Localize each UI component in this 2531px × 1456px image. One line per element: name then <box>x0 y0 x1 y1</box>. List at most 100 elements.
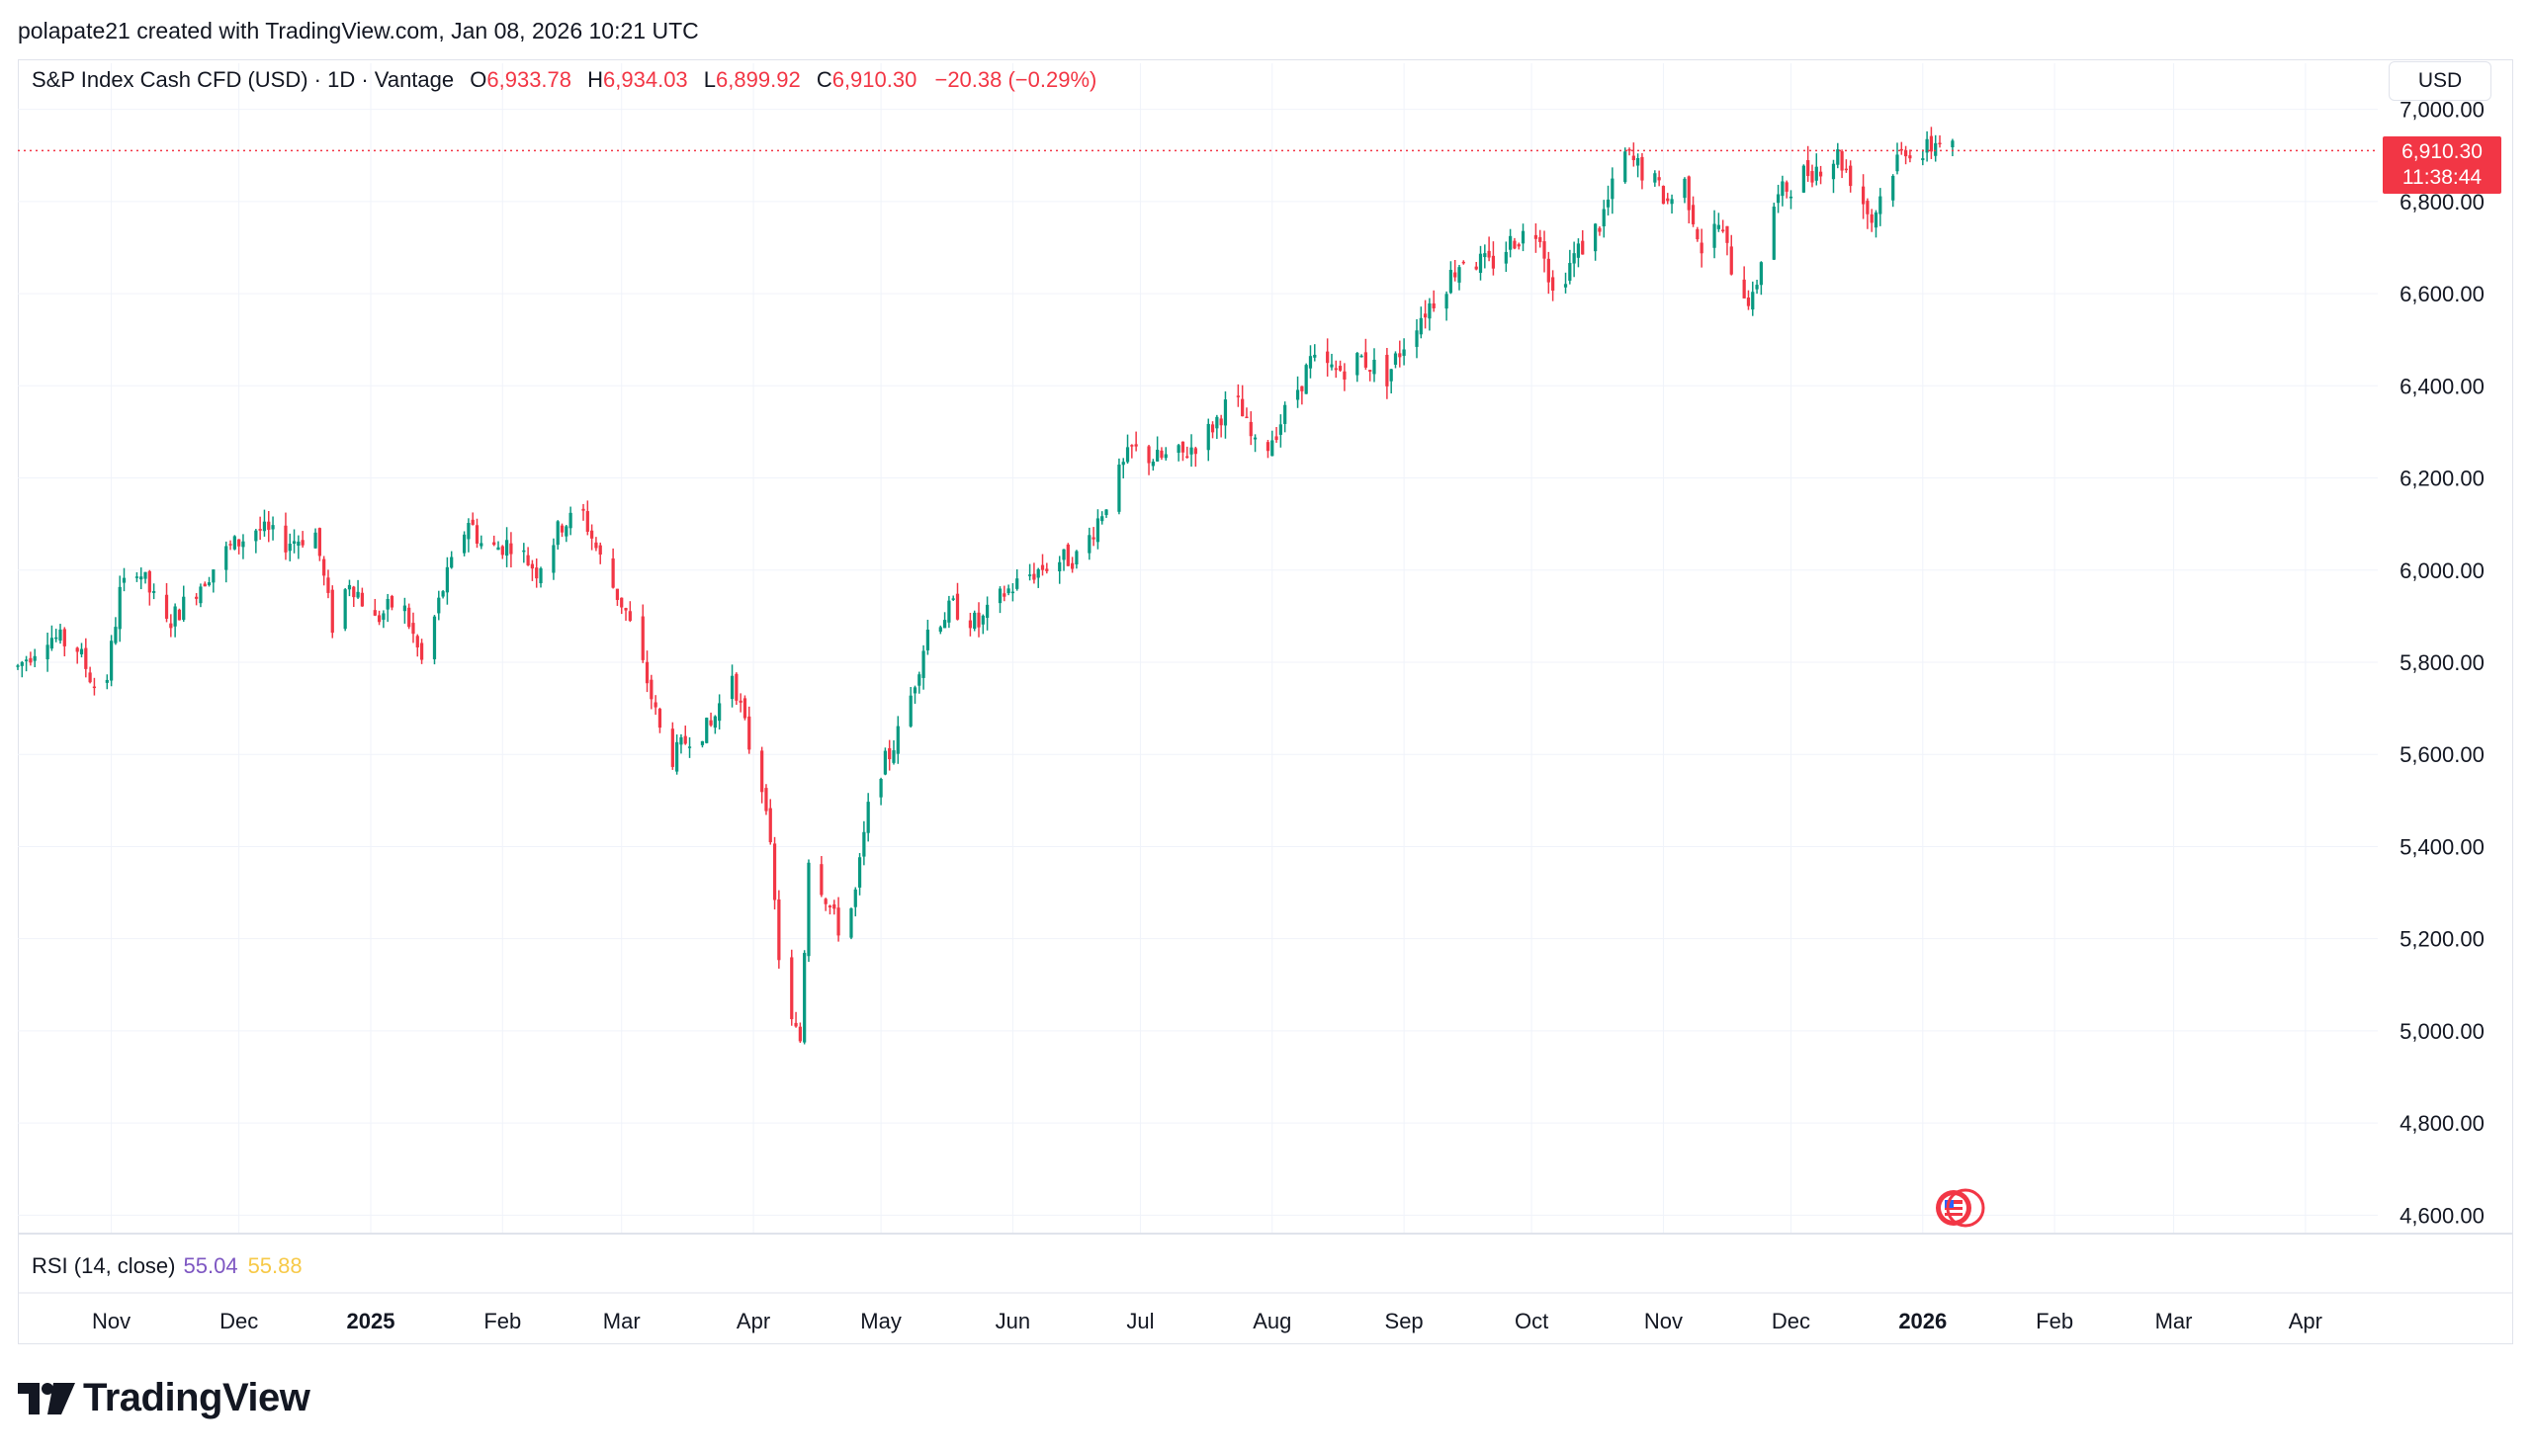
candle-body <box>530 563 535 569</box>
candle-body <box>1164 454 1168 459</box>
candle-body <box>237 539 241 547</box>
price-tick-label: 5,600.00 <box>2400 742 2485 767</box>
candle-body <box>1180 441 1185 453</box>
candle-body <box>1581 240 1585 255</box>
candle-body <box>1781 181 1785 197</box>
currency-selector[interactable]: USD <box>2389 61 2491 101</box>
candle-body <box>747 716 751 750</box>
candle-body <box>301 540 305 546</box>
candle-body <box>1925 138 1929 153</box>
candle-body <box>1071 562 1075 569</box>
price-tick-label: 5,000.00 <box>2400 1019 2485 1044</box>
candle-body <box>641 616 645 660</box>
candle-body <box>1661 186 1666 205</box>
candle-body <box>1810 171 1814 183</box>
candle-body <box>1627 148 1631 151</box>
candle-body <box>1343 371 1347 380</box>
time-tick-label: Feb <box>483 1309 521 1333</box>
candle-body <box>730 675 735 700</box>
candle-body <box>820 864 824 896</box>
candle-body <box>526 555 530 565</box>
time-tick-label: Nov <box>1644 1309 1683 1333</box>
candle-body <box>1594 223 1598 252</box>
candle-body <box>594 542 598 549</box>
candle-body <box>675 741 679 772</box>
price-tick-label: 4,800.00 <box>2400 1111 2485 1136</box>
candle-body <box>173 606 177 627</box>
candle-body <box>1015 578 1019 589</box>
time-tick-label: Aug <box>1253 1309 1291 1333</box>
candle-body <box>1836 149 1840 165</box>
candle-body <box>1398 353 1402 358</box>
candle-body <box>224 546 228 570</box>
candle-body <box>33 655 37 661</box>
candle-body <box>1223 399 1228 426</box>
candle-body <box>326 577 330 593</box>
candle-body <box>1751 292 1755 310</box>
candle-body <box>1504 251 1508 264</box>
time-tick-label: Jun <box>996 1309 1030 1333</box>
candle-body <box>1729 246 1733 275</box>
candle-body <box>92 686 97 689</box>
candle-body <box>1032 573 1036 580</box>
candle-body <box>1372 359 1376 375</box>
low-value: 6,899.92 <box>716 67 801 92</box>
candle-body <box>1759 262 1763 286</box>
candle-body <box>1563 284 1568 288</box>
time-tick-label: Nov <box>92 1309 131 1333</box>
candle-body <box>1045 568 1049 571</box>
candle-body <box>1326 351 1330 364</box>
tradingview-logo[interactable]: TradingView <box>18 1376 310 1420</box>
candle-body <box>441 591 445 597</box>
candle-body <box>862 831 866 857</box>
candle-body <box>739 700 742 703</box>
candle-body <box>1219 418 1223 426</box>
candle-body <box>1104 509 1108 516</box>
candle-body <box>1908 155 1912 159</box>
candle-body <box>700 740 705 745</box>
candle-body <box>88 672 92 683</box>
chart-frame[interactable] <box>18 59 2513 1344</box>
candle-body <box>419 642 424 660</box>
candle-body <box>1300 385 1304 391</box>
time-tick-label: Sep <box>1385 1309 1424 1333</box>
candle-body <box>985 604 990 619</box>
candle-body <box>921 650 925 678</box>
time-tick-label: 2026 <box>1898 1309 1947 1333</box>
candle-body <box>1385 354 1389 386</box>
candle-body <box>143 571 147 579</box>
candle-body <box>407 607 411 628</box>
candle-body <box>1419 317 1423 335</box>
rsi-legend[interactable]: RSI (14, close) 55.04 55.88 <box>32 1253 303 1279</box>
symbol-title[interactable]: S&P Index Cash CFD (USD) · 1D · Vantage <box>32 67 455 92</box>
rsi-value: 55.04 <box>183 1253 238 1278</box>
candle-body <box>45 644 49 659</box>
candle-body <box>624 608 628 611</box>
candle-body <box>709 720 713 726</box>
candle-body <box>1355 353 1359 376</box>
candle-body <box>199 586 203 604</box>
candle-body <box>169 623 173 629</box>
candle-body <box>1696 228 1700 240</box>
candle-body <box>177 609 182 621</box>
candle-body <box>917 674 921 686</box>
candle-body <box>1874 212 1878 228</box>
candle-body <box>888 747 892 760</box>
candle-body <box>1755 285 1759 290</box>
candle-body <box>615 588 620 600</box>
candle-body <box>254 530 258 542</box>
candle-body <box>1206 423 1210 451</box>
candle-body <box>182 596 186 621</box>
candle-body <box>1236 395 1240 397</box>
candle-body <box>271 525 275 530</box>
candle-body <box>560 525 565 533</box>
us-flag-event-icon[interactable] <box>1936 1188 1985 1228</box>
candle-body <box>1576 243 1581 258</box>
time-tick-label: Mar <box>603 1309 641 1333</box>
candle-body <box>1878 196 1882 214</box>
candle-body <box>1457 267 1461 283</box>
candle-body <box>1130 445 1134 447</box>
candle-body <box>203 583 207 587</box>
snapshot-caption: polapate21 created with TradingView.com,… <box>18 18 699 43</box>
